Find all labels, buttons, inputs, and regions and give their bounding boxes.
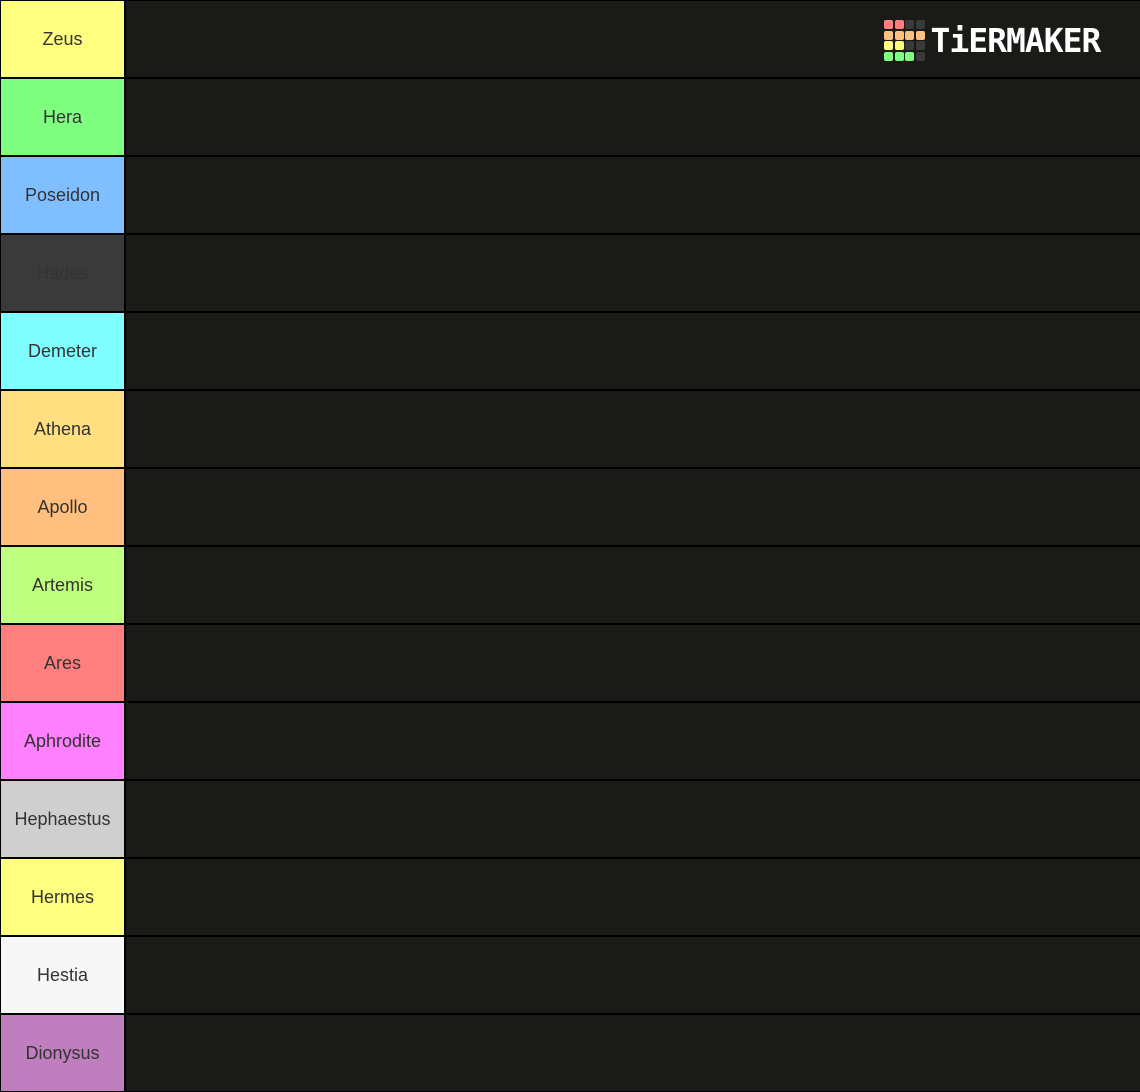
logo-grid-square [905, 41, 914, 50]
tier-label[interactable]: Ares [0, 625, 126, 701]
logo-grid-square [915, 30, 925, 40]
tier-items-dropzone[interactable] [126, 469, 1140, 545]
tier-label[interactable]: Hera [0, 79, 126, 155]
tier-items-dropzone[interactable] [126, 157, 1140, 233]
tier-items-dropzone[interactable] [126, 1, 1140, 77]
tier-label[interactable]: Zeus [0, 1, 126, 77]
tier-row: Apollo [0, 468, 1140, 546]
tier-label[interactable]: Artemis [0, 547, 126, 623]
logo-grid-square [915, 20, 925, 29]
tier-row: Aphrodite [0, 702, 1140, 780]
tier-items-dropzone[interactable] [126, 781, 1140, 857]
logo-grid-square [905, 51, 914, 61]
logo-grid-square [915, 41, 925, 50]
logo-grid-square [905, 30, 914, 40]
tier-row: Ares [0, 624, 1140, 702]
logo-grid-square [884, 30, 893, 40]
tier-label[interactable]: Hephaestus [0, 781, 126, 857]
logo-grid-square [905, 20, 914, 29]
tier-row: Demeter [0, 312, 1140, 390]
tiermaker-logo: TiERMAKER [884, 20, 1102, 61]
tier-items-dropzone[interactable] [126, 235, 1140, 311]
tier-row: Hermes [0, 858, 1140, 936]
tier-items-dropzone[interactable] [126, 79, 1140, 155]
logo-grid-square [894, 20, 904, 29]
tier-items-dropzone[interactable] [126, 703, 1140, 779]
logo-grid-icon [884, 20, 925, 61]
logo-grid-square [915, 51, 925, 61]
tier-label[interactable]: Poseidon [0, 157, 126, 233]
tier-row: Hera [0, 78, 1140, 156]
tier-label[interactable]: Apollo [0, 469, 126, 545]
tier-row: Hades [0, 234, 1140, 312]
tier-row: Dionysus [0, 1014, 1140, 1092]
tier-row: Hephaestus [0, 780, 1140, 858]
logo-grid-square [894, 51, 904, 61]
logo-grid-square [884, 41, 893, 50]
tier-items-dropzone[interactable] [126, 391, 1140, 467]
tier-label[interactable]: Hades [0, 235, 126, 311]
tier-label[interactable]: Dionysus [0, 1015, 126, 1091]
logo-grid-square [884, 20, 893, 29]
tier-items-dropzone[interactable] [126, 625, 1140, 701]
tier-label[interactable]: Hestia [0, 937, 126, 1013]
tier-row: Zeus [0, 0, 1140, 78]
logo-text: TiERMAKER [930, 20, 1102, 60]
tier-label[interactable]: Aphrodite [0, 703, 126, 779]
tier-items-dropzone[interactable] [126, 547, 1140, 623]
tier-row: Poseidon [0, 156, 1140, 234]
logo-grid-square [894, 30, 904, 40]
tier-items-dropzone[interactable] [126, 937, 1140, 1013]
tier-label[interactable]: Demeter [0, 313, 126, 389]
tier-items-dropzone[interactable] [126, 859, 1140, 935]
tier-items-dropzone[interactable] [126, 313, 1140, 389]
logo-grid-square [884, 51, 893, 61]
logo-grid-square [894, 41, 904, 50]
tier-label[interactable]: Athena [0, 391, 126, 467]
tier-label[interactable]: Hermes [0, 859, 126, 935]
tier-row: Hestia [0, 936, 1140, 1014]
tier-items-dropzone[interactable] [126, 1015, 1140, 1091]
tier-row: Artemis [0, 546, 1140, 624]
tier-row: Athena [0, 390, 1140, 468]
